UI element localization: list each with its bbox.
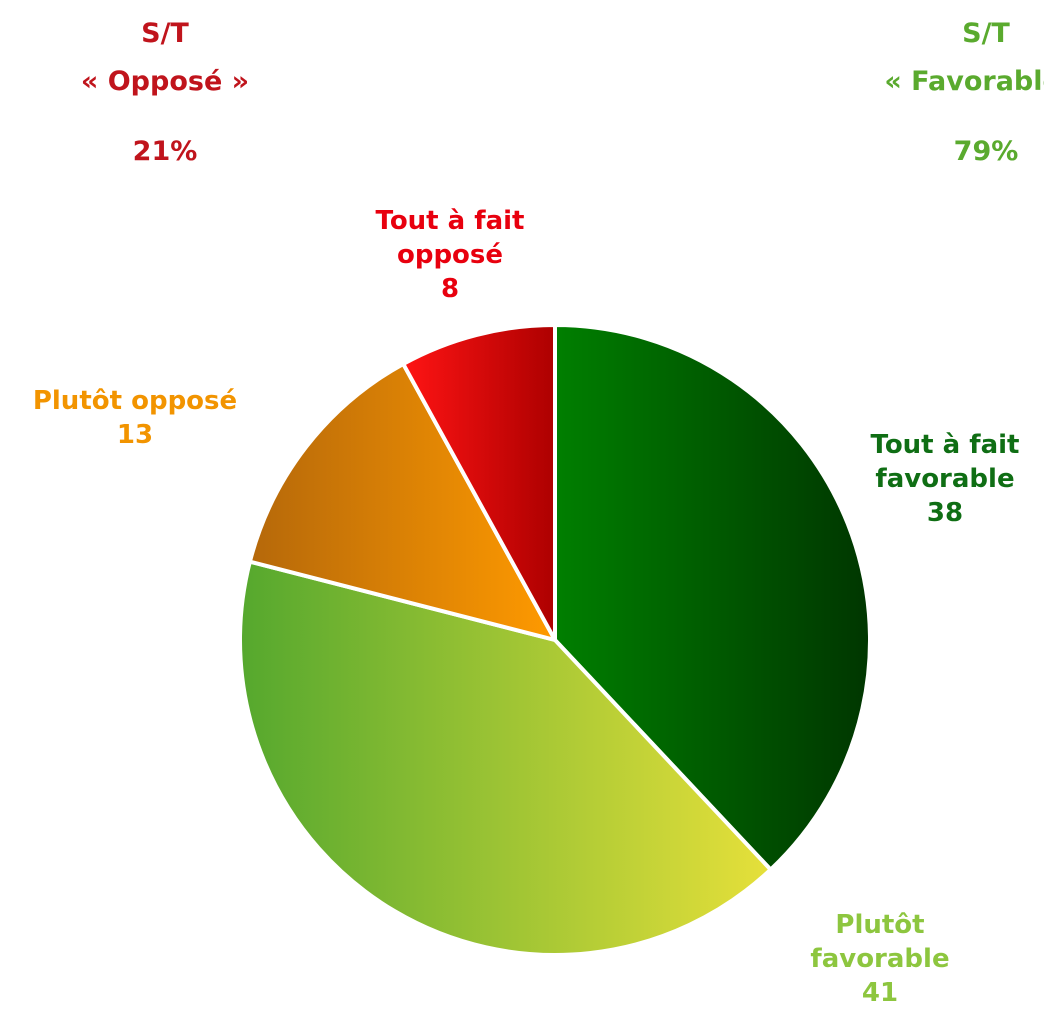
slice-label: Tout à fait favorable 38 [845, 428, 1044, 530]
pie-slice [553, 323, 872, 872]
pie-slice [401, 323, 557, 642]
slice-name: Plutôt favorable [810, 910, 950, 974]
slice-label: Plutôt favorable 41 [780, 908, 980, 1010]
slice-label: Tout à fait opposé 8 [350, 204, 550, 306]
subtotal-line: S/T [141, 18, 189, 49]
slice-value: 41 [861, 978, 899, 1008]
slice-name: Tout à fait favorable [870, 430, 1020, 494]
slice-value: 38 [926, 498, 964, 528]
subtotal-line: S/T [962, 18, 1010, 49]
subtotal-line: 21% [132, 136, 198, 167]
slice-value: 13 [116, 420, 154, 450]
subtotal-line: « Favorable » [884, 66, 1044, 97]
slice-label: Plutôt opposé 13 [0, 384, 275, 452]
subtotal-line: « Opposé » [80, 66, 250, 97]
subtotal-line: 79% [953, 136, 1019, 167]
pie-slice [247, 361, 557, 642]
slice-name: Plutôt opposé [32, 386, 238, 416]
slice-value: 8 [440, 274, 460, 304]
slice-name: Tout à fait opposé [375, 206, 525, 270]
pie-slice [238, 559, 773, 957]
